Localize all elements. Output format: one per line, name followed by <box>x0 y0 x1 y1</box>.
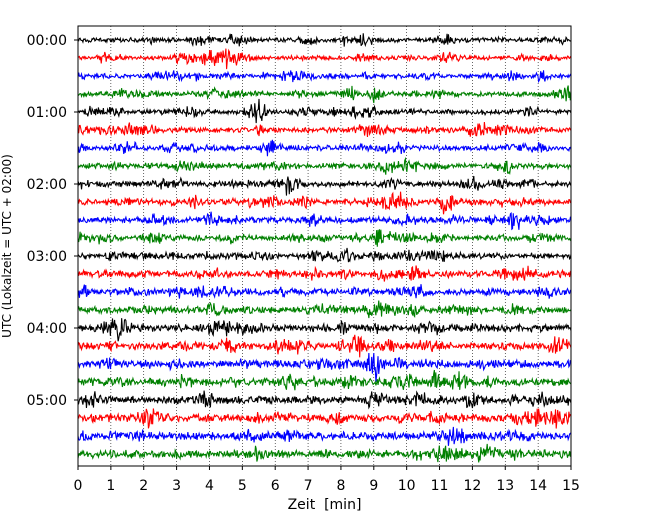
x-tick-label: 15 <box>562 478 580 494</box>
seismic-trace <box>77 121 572 138</box>
seismic-trace <box>77 211 572 231</box>
seismic-trace <box>77 426 572 446</box>
seismic-trace <box>77 175 572 196</box>
seismic-trace <box>77 191 572 215</box>
x-tick-label: 1 <box>106 478 115 494</box>
seismic-trace <box>77 284 572 299</box>
trace-group <box>77 33 572 463</box>
seismic-trace <box>77 265 572 282</box>
seismic-trace <box>77 70 572 84</box>
seismic-trace <box>77 85 572 104</box>
x-tick-label: 7 <box>304 478 313 494</box>
seismic-trace <box>77 390 572 410</box>
x-axis-label: Zeit [min] <box>288 497 362 513</box>
seismic-trace <box>77 369 572 391</box>
y-tick-label: 02:00 <box>27 177 67 193</box>
y-tick-label: 05:00 <box>27 393 67 409</box>
seismic-trace <box>77 98 572 124</box>
plot-background <box>78 26 571 466</box>
x-tick-label: 14 <box>529 478 547 494</box>
x-tick-label: 11 <box>431 478 449 494</box>
y-tick-label: 04:00 <box>27 321 67 337</box>
seismic-trace <box>77 408 572 429</box>
y-axis-label: UTC (Lokalzeit = UTC + 02:00) <box>0 154 14 338</box>
x-axis-ticks: 0 1 2 3 4 5 6 7 8 9 10 11 12 13 14 15 <box>74 466 580 494</box>
plot-frame <box>77 25 572 467</box>
seismic-trace <box>77 247 572 263</box>
seismic-trace <box>77 334 572 358</box>
x-tick-label: 9 <box>369 478 378 494</box>
x-tick-label: 2 <box>139 478 148 494</box>
x-tick-label: 4 <box>205 478 214 494</box>
x-tick-label: 6 <box>271 478 280 494</box>
x-tick-label: 0 <box>74 478 83 494</box>
y-axis-ticks: 00:00 01:00 02:00 03:00 04:00 05:00 <box>27 33 78 409</box>
seismic-trace <box>77 352 572 382</box>
seismic-trace <box>77 156 572 176</box>
seismic-trace <box>77 139 572 157</box>
x-tick-label: 3 <box>172 478 181 494</box>
x-tick-label: 10 <box>398 478 416 494</box>
seismic-trace <box>77 443 572 463</box>
seismic-trace <box>77 229 572 247</box>
x-tick-label: 5 <box>238 478 247 494</box>
x-tick-label: 13 <box>496 478 514 494</box>
seismic-trace <box>77 318 572 342</box>
x-tick-label: 8 <box>336 478 345 494</box>
y-tick-label: 03:00 <box>27 249 67 265</box>
seismic-trace <box>77 48 572 70</box>
seismic-trace <box>77 300 572 319</box>
x-tick-label: 12 <box>463 478 481 494</box>
y-tick-label: 01:00 <box>27 105 67 121</box>
y-tick-label: 00:00 <box>27 33 67 49</box>
grid-lines <box>110 26 539 466</box>
seismic-trace <box>77 33 572 48</box>
